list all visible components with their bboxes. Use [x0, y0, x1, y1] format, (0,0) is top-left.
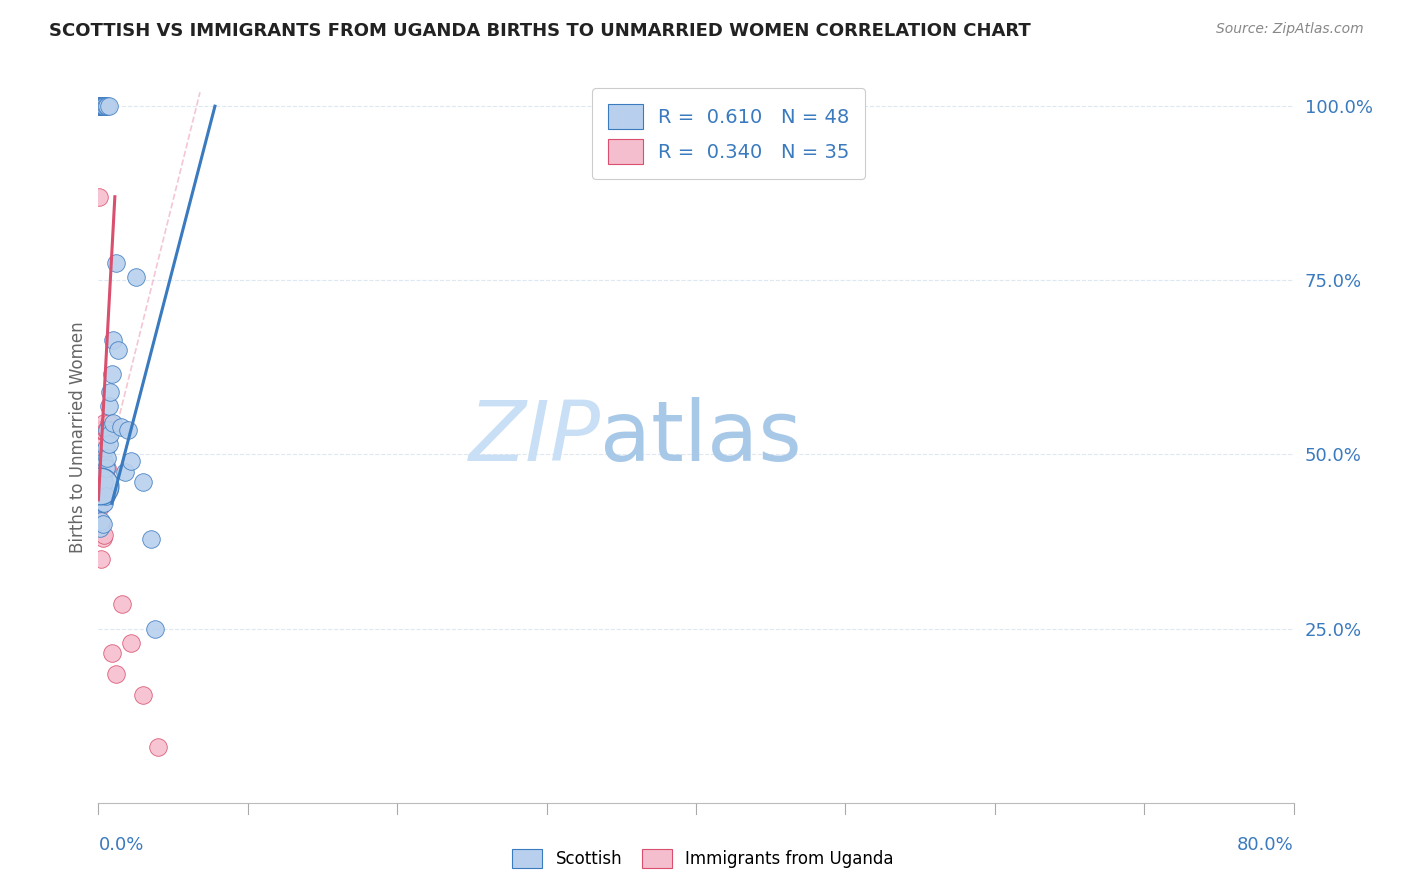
Point: [148, 740, 170, 755]
Point: [101, 368, 124, 382]
Point: [91, 496, 114, 510]
Point: [91, 99, 114, 113]
Point: [132, 475, 155, 490]
Point: [89, 423, 111, 437]
Point: [89, 434, 111, 448]
Point: [89, 99, 111, 113]
Text: SCOTTISH VS IMMIGRANTS FROM UGANDA BIRTHS TO UNMARRIED WOMEN CORRELATION CHART: SCOTTISH VS IMMIGRANTS FROM UGANDA BIRTH…: [49, 22, 1031, 40]
Legend: Scottish, Immigrants from Uganda: Scottish, Immigrants from Uganda: [505, 842, 901, 875]
Text: atlas: atlas: [600, 397, 801, 477]
Point: [87, 190, 110, 204]
Point: [89, 448, 111, 462]
Point: [105, 256, 128, 270]
Point: [89, 423, 111, 437]
Point: [132, 688, 155, 702]
Point: [89, 479, 111, 493]
Point: [89, 496, 111, 510]
Point: [98, 423, 122, 437]
Point: [94, 461, 117, 475]
Point: [94, 441, 117, 455]
Y-axis label: Births to Unmarried Women: Births to Unmarried Women: [69, 321, 87, 553]
Point: [139, 533, 162, 547]
Point: [90, 99, 112, 113]
Point: [90, 423, 112, 437]
Point: [97, 437, 120, 451]
Point: [97, 399, 120, 413]
Text: 80.0%: 80.0%: [1237, 836, 1294, 854]
Point: [143, 622, 166, 636]
Point: [93, 475, 115, 490]
Point: [98, 384, 122, 399]
Point: [96, 423, 118, 437]
Point: [96, 461, 118, 475]
Point: [107, 343, 129, 357]
Point: [125, 269, 148, 284]
Point: [90, 99, 112, 113]
Point: [103, 416, 125, 430]
Point: [91, 423, 114, 437]
Point: [94, 423, 117, 437]
Point: [90, 492, 112, 507]
Point: [89, 500, 111, 514]
Point: [94, 489, 117, 503]
Point: [98, 426, 122, 441]
Point: [90, 517, 112, 532]
Point: [111, 597, 134, 611]
Point: [89, 479, 111, 493]
Point: [91, 99, 114, 113]
Point: [90, 99, 112, 113]
Text: Source: ZipAtlas.com: Source: ZipAtlas.com: [1216, 22, 1364, 37]
Point: [96, 450, 118, 465]
Point: [93, 99, 115, 113]
Point: [87, 99, 110, 113]
Point: [89, 423, 111, 437]
Text: 0.0%: 0.0%: [98, 836, 143, 854]
Point: [93, 416, 115, 430]
Legend: R =  0.610   N = 48, R =  0.340   N = 35: R = 0.610 N = 48, R = 0.340 N = 35: [592, 88, 865, 179]
Point: [89, 448, 111, 462]
Point: [93, 527, 115, 541]
Point: [87, 99, 110, 113]
Point: [117, 423, 139, 437]
Point: [114, 465, 136, 479]
Point: [101, 646, 124, 660]
Point: [90, 450, 112, 465]
Point: [89, 521, 111, 535]
Point: [91, 99, 114, 113]
Point: [97, 99, 120, 113]
Point: [103, 333, 125, 347]
Point: [90, 552, 112, 566]
Point: [91, 517, 114, 532]
Point: [89, 444, 111, 458]
Point: [93, 454, 115, 468]
Point: [90, 479, 112, 493]
Point: [110, 419, 132, 434]
Point: [89, 468, 111, 483]
Point: [91, 468, 114, 483]
Point: [89, 479, 111, 493]
Point: [97, 416, 120, 430]
Point: [90, 514, 112, 528]
Point: [91, 468, 114, 483]
Point: [89, 99, 111, 113]
Point: [91, 479, 114, 493]
Text: ZIP: ZIP: [468, 397, 600, 477]
Point: [90, 483, 112, 497]
Point: [90, 479, 112, 493]
Point: [89, 479, 111, 493]
Point: [120, 635, 142, 649]
Point: [105, 667, 128, 681]
Point: [96, 99, 118, 113]
Point: [87, 99, 110, 113]
Point: [120, 454, 142, 468]
Point: [91, 531, 114, 545]
Point: [93, 496, 115, 510]
Point: [94, 99, 117, 113]
